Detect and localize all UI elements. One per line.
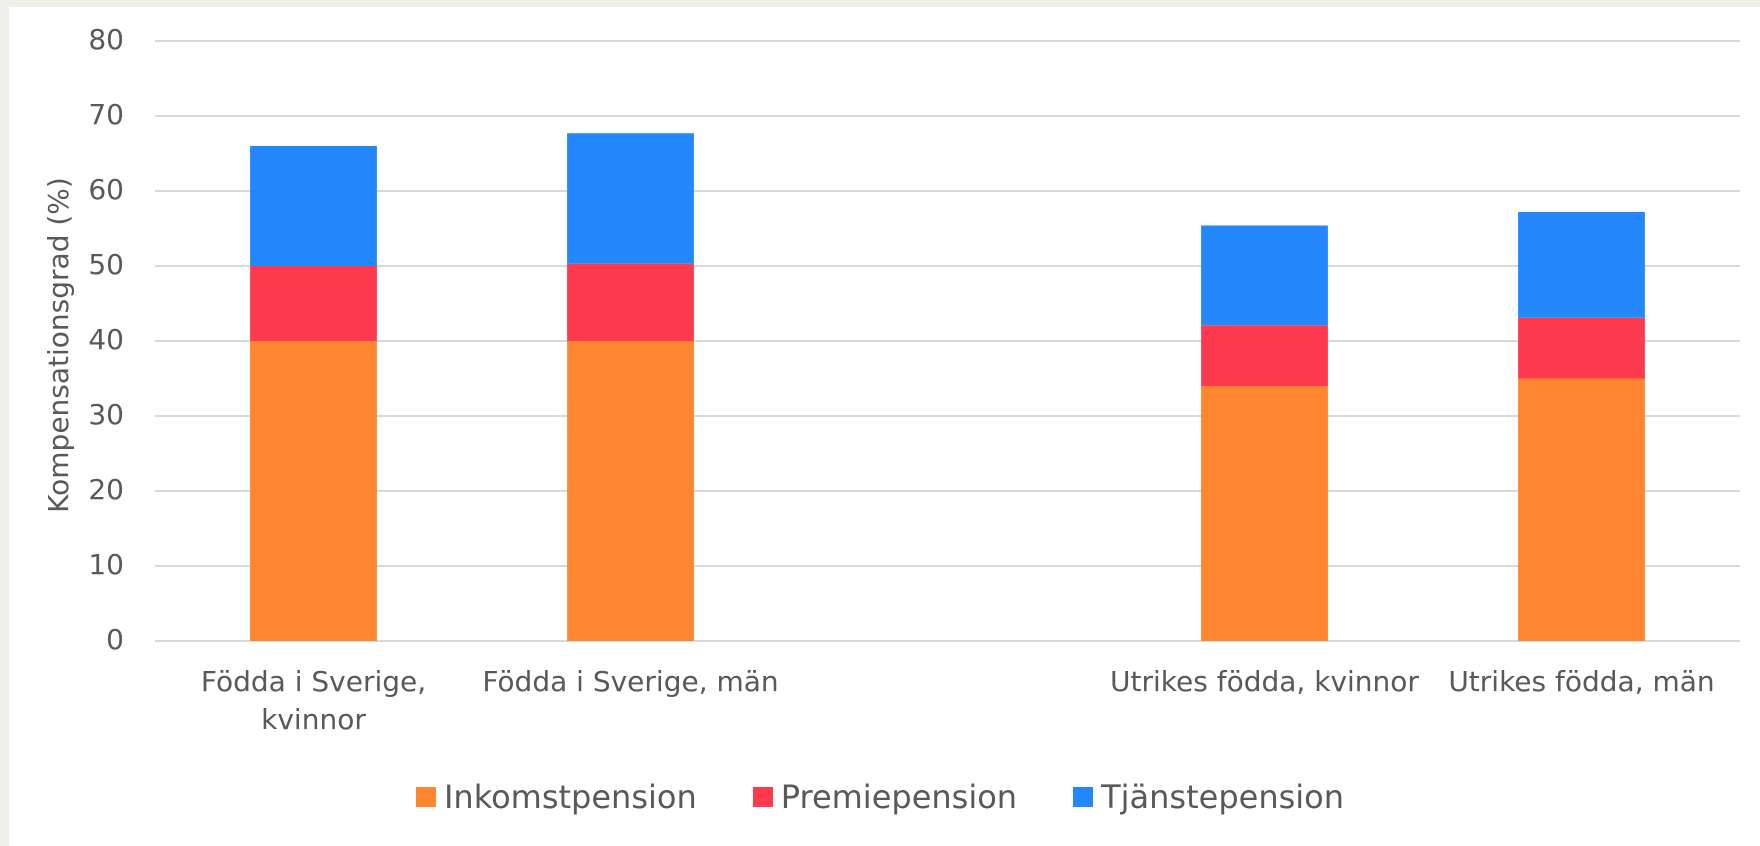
y-tick-label: 80	[88, 23, 124, 56]
legend-label: Tjänstepension	[1101, 778, 1345, 816]
y-tick-label: 0	[106, 623, 124, 656]
bar-segment	[1201, 386, 1328, 641]
legend-swatch	[1073, 787, 1094, 807]
bar-segment	[250, 266, 377, 341]
legend-label: Inkomstpension	[443, 778, 697, 816]
y-tick-label: 50	[88, 248, 124, 281]
bar-segment	[567, 263, 694, 341]
x-tick-label: Utrikes födda, män	[1448, 665, 1715, 698]
x-tick-label: Utrikes födda, kvinnor	[1110, 665, 1419, 698]
y-axis-label: Kompensationsgrad (%)	[42, 177, 75, 513]
x-tick-label: Födda i Sverige, män	[482, 665, 779, 698]
legend-item: Inkomstpension	[415, 778, 697, 816]
y-tick-label: 20	[88, 473, 124, 506]
legend-label: Premiepension	[780, 778, 1018, 816]
bar-segment	[250, 146, 377, 266]
bar-segment	[250, 341, 377, 641]
bar-segment	[1518, 317, 1645, 379]
y-tick-label: 70	[88, 98, 124, 131]
y-tick-label: 40	[88, 323, 124, 356]
legend-swatch	[752, 787, 773, 807]
y-tick-label: 60	[88, 173, 124, 206]
legend-item: Premiepension	[752, 778, 1018, 816]
bar-segment	[1201, 225, 1328, 326]
bar-segment	[567, 133, 694, 264]
x-tick-label: Födda i Sverige, kvinnor	[200, 665, 427, 736]
legend-swatch	[415, 787, 436, 807]
bar-segment	[567, 341, 694, 641]
y-tick-label: 30	[88, 398, 124, 431]
y-tick-label: 10	[88, 548, 124, 581]
legend-item: Tjänstepension	[1073, 778, 1344, 816]
bar-segment	[1518, 378, 1645, 641]
legend: Inkomstpension Premiepension Tjänstepensio…	[0, 778, 1760, 816]
bar-segment	[1518, 212, 1645, 318]
bar-segment	[1201, 325, 1328, 386]
